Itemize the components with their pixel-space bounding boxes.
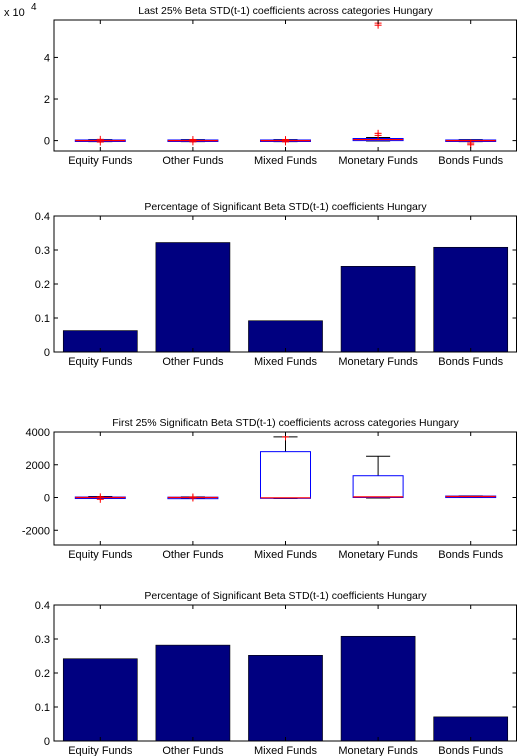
box-iqr bbox=[352, 475, 404, 499]
bar-3 bbox=[248, 655, 323, 742]
outlier-marker-2 bbox=[96, 135, 104, 143]
x-tick-label: Monetary Funds bbox=[338, 745, 418, 756]
box-4 bbox=[352, 455, 404, 499]
chart-title: Last 25% Beta STD(t-1) coefficients acro… bbox=[138, 5, 433, 17]
outlier-marker-2 bbox=[189, 493, 197, 501]
chart-4: Percentage of Significant Beta STD(t-1) … bbox=[35, 590, 517, 756]
x-tick-label: Equity Funds bbox=[68, 745, 133, 756]
y-multiplier-label: x 10 bbox=[4, 7, 25, 19]
bar-4 bbox=[340, 266, 416, 353]
box-3 bbox=[259, 136, 312, 146]
x-tick-label: Monetary Funds bbox=[338, 549, 418, 561]
y-tick-label: 0.3 bbox=[35, 245, 50, 257]
x-tick-label: Other Funds bbox=[162, 356, 224, 368]
box-1 bbox=[74, 493, 126, 503]
bar-2 bbox=[155, 242, 231, 353]
y-tick-label: 0.2 bbox=[35, 279, 50, 291]
x-tick-label: Mixed Funds bbox=[254, 549, 317, 561]
bar-5 bbox=[433, 246, 509, 353]
x-tick-label: Bonds Funds bbox=[438, 155, 503, 167]
x-tick-label: Mixed Funds bbox=[254, 155, 317, 167]
x-tick-label: Bonds Funds bbox=[438, 356, 503, 368]
y-tick-label: 0.1 bbox=[35, 702, 50, 714]
x-tick-label: Bonds Funds bbox=[438, 745, 503, 756]
outlier-marker-2 bbox=[189, 136, 197, 144]
bar-1 bbox=[62, 658, 138, 742]
y-tick-label: 0.3 bbox=[35, 634, 50, 646]
box-4 bbox=[352, 19, 404, 142]
bar-4 bbox=[340, 635, 416, 742]
chart-title: Percentage of Significant Beta STD(t-1) … bbox=[144, 590, 427, 602]
x-tick-label: Mixed Funds bbox=[254, 745, 317, 756]
y-multiplier-exponent: 4 bbox=[31, 2, 37, 13]
x-tick-label: Bonds Funds bbox=[438, 549, 503, 561]
x-tick-label: Other Funds bbox=[162, 155, 224, 167]
box-5 bbox=[445, 495, 497, 499]
chart-1: Last 25% Beta STD(t-1) coefficients acro… bbox=[4, 2, 517, 167]
x-tick-label: Monetary Funds bbox=[338, 356, 418, 368]
y-tick-label: 2 bbox=[44, 94, 50, 106]
x-tick-label: Equity Funds bbox=[68, 155, 133, 167]
y-tick-label: 0.4 bbox=[35, 211, 50, 223]
y-tick-label: -2000 bbox=[22, 525, 50, 537]
x-tick-label: Other Funds bbox=[162, 745, 224, 756]
y-tick-label: 2000 bbox=[26, 460, 50, 472]
outlier-marker-2 bbox=[374, 131, 382, 139]
bar-2 bbox=[155, 644, 231, 742]
outlier-marker-2 bbox=[282, 136, 289, 144]
chart-2: Percentage of Significant Beta STD(t-1) … bbox=[35, 201, 517, 368]
y-tick-label: 0 bbox=[44, 736, 50, 748]
bar-3 bbox=[248, 320, 323, 353]
chart-title: First 25% Significatn Beta STD(t-1) coef… bbox=[112, 417, 459, 429]
box-2 bbox=[167, 493, 219, 502]
box-1 bbox=[74, 135, 126, 146]
y-tick-label: 0.2 bbox=[35, 668, 50, 680]
y-tick-label: 0 bbox=[44, 493, 50, 505]
x-tick-label: Equity Funds bbox=[68, 356, 133, 368]
y-tick-label: 4000 bbox=[26, 427, 50, 439]
bar-5 bbox=[433, 716, 509, 742]
y-tick-label: 0 bbox=[44, 136, 50, 148]
x-tick-label: Monetary Funds bbox=[338, 155, 418, 167]
box-2 bbox=[167, 136, 219, 146]
box-5 bbox=[445, 139, 497, 149]
chart-title: Percentage of Significant Beta STD(t-1) … bbox=[144, 201, 427, 213]
y-tick-label: 4 bbox=[44, 52, 50, 64]
x-tick-label: Equity Funds bbox=[68, 549, 133, 561]
chart-3: First 25% Significatn Beta STD(t-1) coef… bbox=[22, 417, 517, 561]
y-tick-label: 0.1 bbox=[35, 313, 50, 325]
outlier-marker-2 bbox=[467, 139, 475, 147]
y-tick-label: 0 bbox=[44, 347, 50, 359]
box-3 bbox=[259, 433, 312, 499]
y-tick-label: 0.4 bbox=[35, 600, 50, 612]
x-tick-label: Mixed Funds bbox=[254, 356, 317, 368]
outlier-marker-2 bbox=[96, 493, 104, 501]
x-tick-label: Other Funds bbox=[162, 549, 224, 561]
